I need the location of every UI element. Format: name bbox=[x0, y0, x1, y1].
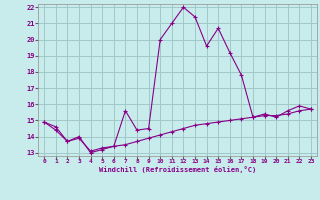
X-axis label: Windchill (Refroidissement éolien,°C): Windchill (Refroidissement éolien,°C) bbox=[99, 166, 256, 173]
